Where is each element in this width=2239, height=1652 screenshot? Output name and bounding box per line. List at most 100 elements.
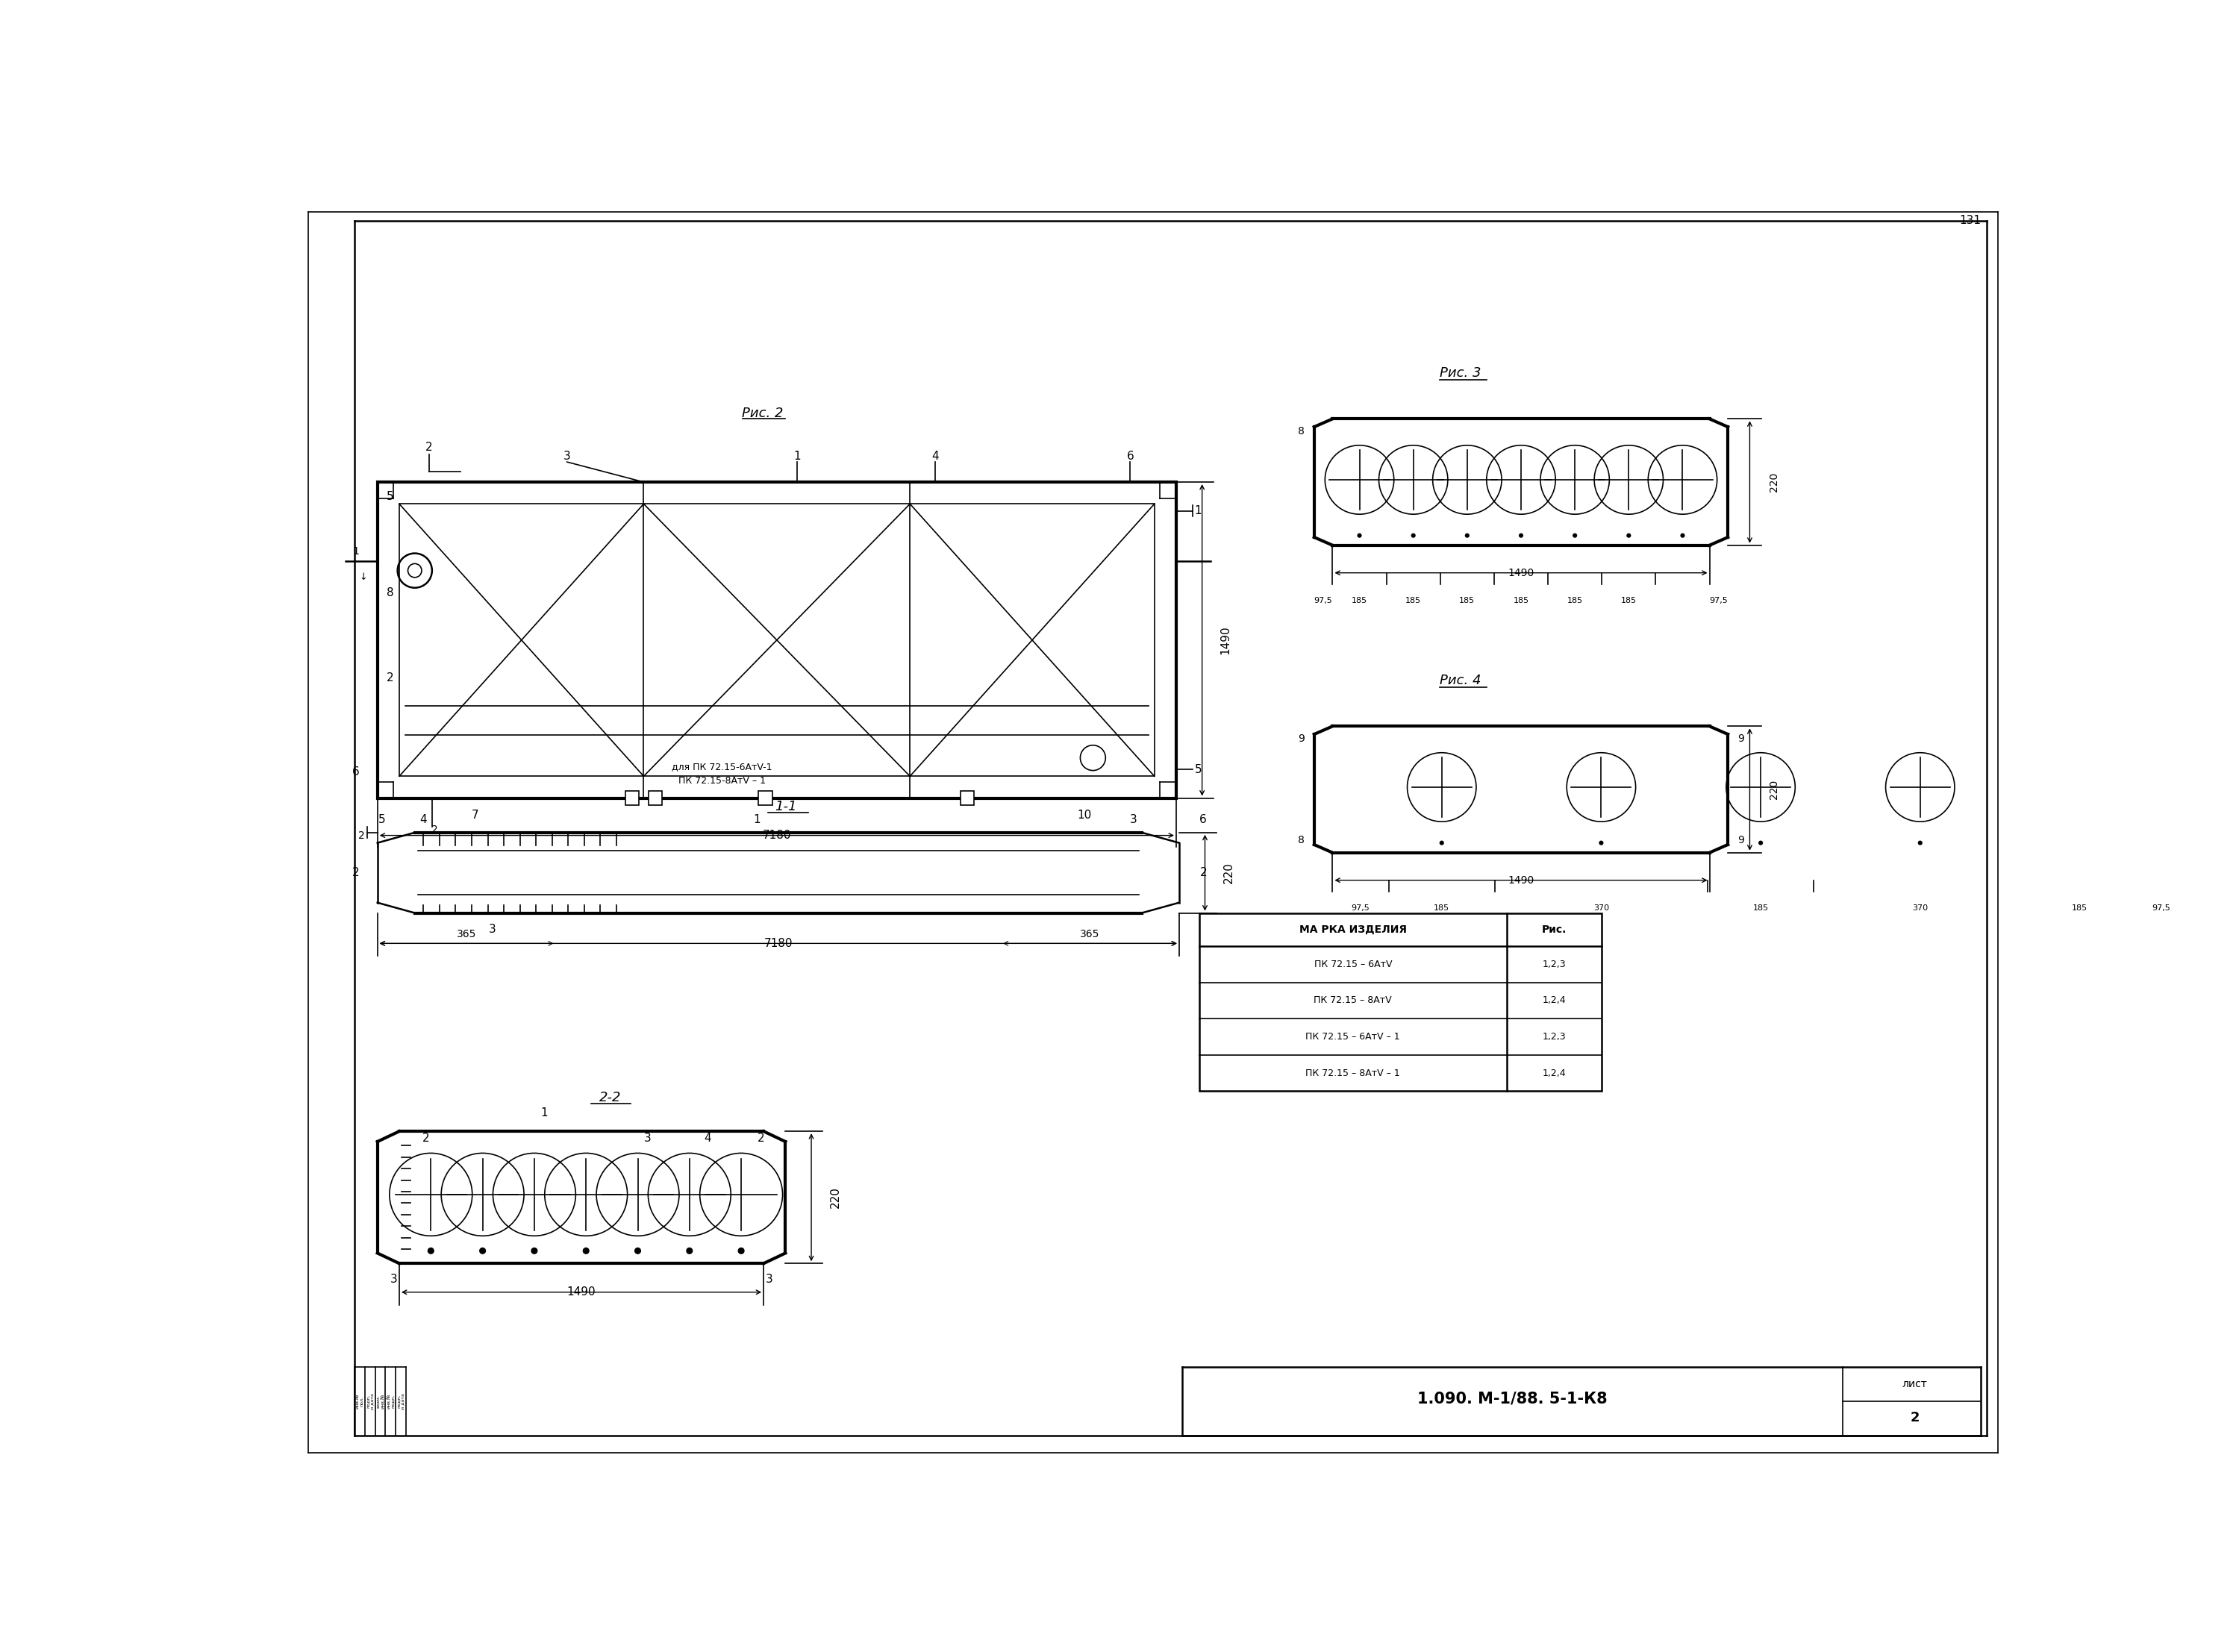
Circle shape [2078, 841, 2082, 846]
Text: 1490: 1490 [1220, 626, 1231, 654]
Text: 97,5: 97,5 [1314, 596, 1332, 605]
Bar [378, 482, 1175, 798]
Text: 1: 1 [352, 547, 358, 557]
Text: 5: 5 [387, 491, 394, 502]
Circle shape [687, 1247, 692, 1254]
Text: ПК 72.15-8АтV – 1: ПК 72.15-8АтV – 1 [678, 776, 766, 786]
Circle shape [636, 1247, 640, 1254]
Circle shape [1679, 534, 1686, 539]
Circle shape [1599, 841, 1603, 846]
Bar [759, 791, 772, 805]
Text: подп.
и дата: подп. и дата [396, 1393, 405, 1409]
Text: 3: 3 [645, 1133, 652, 1143]
Text: 370: 370 [1912, 904, 1928, 912]
Text: 4: 4 [419, 814, 428, 826]
Text: 5: 5 [1193, 763, 1202, 775]
Text: Рис. 4: Рис. 4 [1440, 674, 1482, 687]
Text: 2: 2 [387, 672, 394, 684]
Text: 6: 6 [1126, 451, 1133, 463]
Bar [399, 504, 1155, 776]
Text: 1: 1 [1193, 506, 1202, 517]
Text: 185: 185 [1621, 596, 1637, 605]
Circle shape [531, 1247, 537, 1254]
Text: ПК 72.15 – 8АтV: ПК 72.15 – 8АтV [1314, 996, 1393, 1006]
Circle shape [1758, 841, 1762, 846]
Circle shape [1572, 534, 1576, 539]
Text: подп.
и дата: подп. и дата [365, 1393, 374, 1409]
Text: 8: 8 [1299, 834, 1305, 846]
Text: Рис. 2: Рис. 2 [741, 406, 784, 420]
Text: инв.№
подл.: инв.№ подл. [387, 1394, 394, 1409]
Text: 220: 220 [1769, 472, 1780, 492]
Bar [1200, 914, 1601, 1090]
Bar [649, 791, 663, 805]
Text: 7180: 7180 [763, 938, 793, 948]
Text: 220: 220 [1222, 862, 1234, 884]
Text: 1-1: 1-1 [775, 800, 797, 813]
Text: 5: 5 [378, 814, 385, 826]
Text: лист: лист [1903, 1379, 1928, 1389]
Text: 2: 2 [352, 867, 358, 879]
Text: 365: 365 [457, 928, 477, 940]
Text: 185: 185 [1514, 596, 1529, 605]
Bar [625, 791, 638, 805]
Text: 1,2,3: 1,2,3 [1543, 1032, 1565, 1042]
Text: 185: 185 [2071, 904, 2087, 912]
Text: 2: 2 [425, 443, 432, 453]
Text: 1: 1 [540, 1107, 549, 1118]
Text: 6: 6 [352, 767, 358, 778]
Text: 7180: 7180 [763, 829, 790, 841]
Text: ↓: ↓ [358, 572, 367, 582]
Text: 185: 185 [1406, 596, 1422, 605]
Text: 3: 3 [1128, 814, 1137, 826]
Bar [961, 791, 974, 805]
Circle shape [1440, 841, 1444, 846]
Text: 4: 4 [931, 451, 938, 463]
Circle shape [1411, 534, 1415, 539]
Text: 2: 2 [757, 1133, 766, 1143]
Text: Рис. 3: Рис. 3 [1440, 367, 1482, 380]
Text: 9: 9 [1737, 834, 1744, 846]
Text: 185: 185 [1433, 904, 1449, 912]
Text: 3: 3 [390, 1274, 396, 1285]
Circle shape [1464, 534, 1469, 539]
Text: Рис.: Рис. [1543, 925, 1567, 935]
Text: 185: 185 [1460, 596, 1476, 605]
Text: 1490: 1490 [566, 1287, 596, 1298]
Text: 6: 6 [1200, 814, 1207, 826]
Text: ПК 72.15 – 6АтV: ПК 72.15 – 6АтV [1314, 960, 1393, 970]
Text: 97,5: 97,5 [1352, 904, 1370, 912]
Text: 370: 370 [1594, 904, 1610, 912]
Circle shape [1919, 841, 1923, 846]
Text: 2: 2 [1910, 1411, 1919, 1424]
Text: 2-2: 2-2 [600, 1092, 620, 1105]
Text: 97,5: 97,5 [1711, 596, 1729, 605]
Text: 1490: 1490 [1507, 876, 1534, 885]
Text: 1490: 1490 [1507, 568, 1534, 578]
Text: 185: 185 [1352, 596, 1368, 605]
Text: инв.№
пол.: инв.№ пол. [356, 1394, 363, 1409]
Text: 3: 3 [488, 923, 497, 935]
Circle shape [739, 1247, 743, 1254]
Text: 8: 8 [387, 586, 394, 598]
Text: 3: 3 [564, 451, 571, 463]
Text: 10: 10 [1077, 809, 1090, 821]
Text: 220: 220 [831, 1186, 842, 1208]
Text: 1.090. М-1/88. 5-1-К8: 1.090. М-1/88. 5-1-К8 [1417, 1391, 1608, 1406]
Text: МА РКА ИЗДЕЛИЯ: МА РКА ИЗДЕЛИЯ [1299, 925, 1406, 935]
Text: ПК 72.15 – 8АтV – 1: ПК 72.15 – 8АтV – 1 [1305, 1069, 1399, 1077]
Text: 185: 185 [1753, 904, 1769, 912]
Text: 2: 2 [1200, 867, 1207, 879]
Text: 1,2,4: 1,2,4 [1543, 996, 1565, 1006]
Text: 365: 365 [1079, 928, 1099, 940]
Text: 1: 1 [793, 451, 802, 463]
Circle shape [1518, 534, 1523, 539]
Text: 185: 185 [1567, 596, 1583, 605]
Text: 2: 2 [358, 831, 365, 841]
Text: 3: 3 [766, 1274, 772, 1285]
Text: для ПК 72.15-6АтV-1: для ПК 72.15-6АтV-1 [672, 762, 772, 771]
Text: 4: 4 [705, 1133, 712, 1143]
Circle shape [582, 1247, 589, 1254]
Text: 9: 9 [1737, 733, 1744, 743]
Text: 1,2,3: 1,2,3 [1543, 960, 1565, 970]
